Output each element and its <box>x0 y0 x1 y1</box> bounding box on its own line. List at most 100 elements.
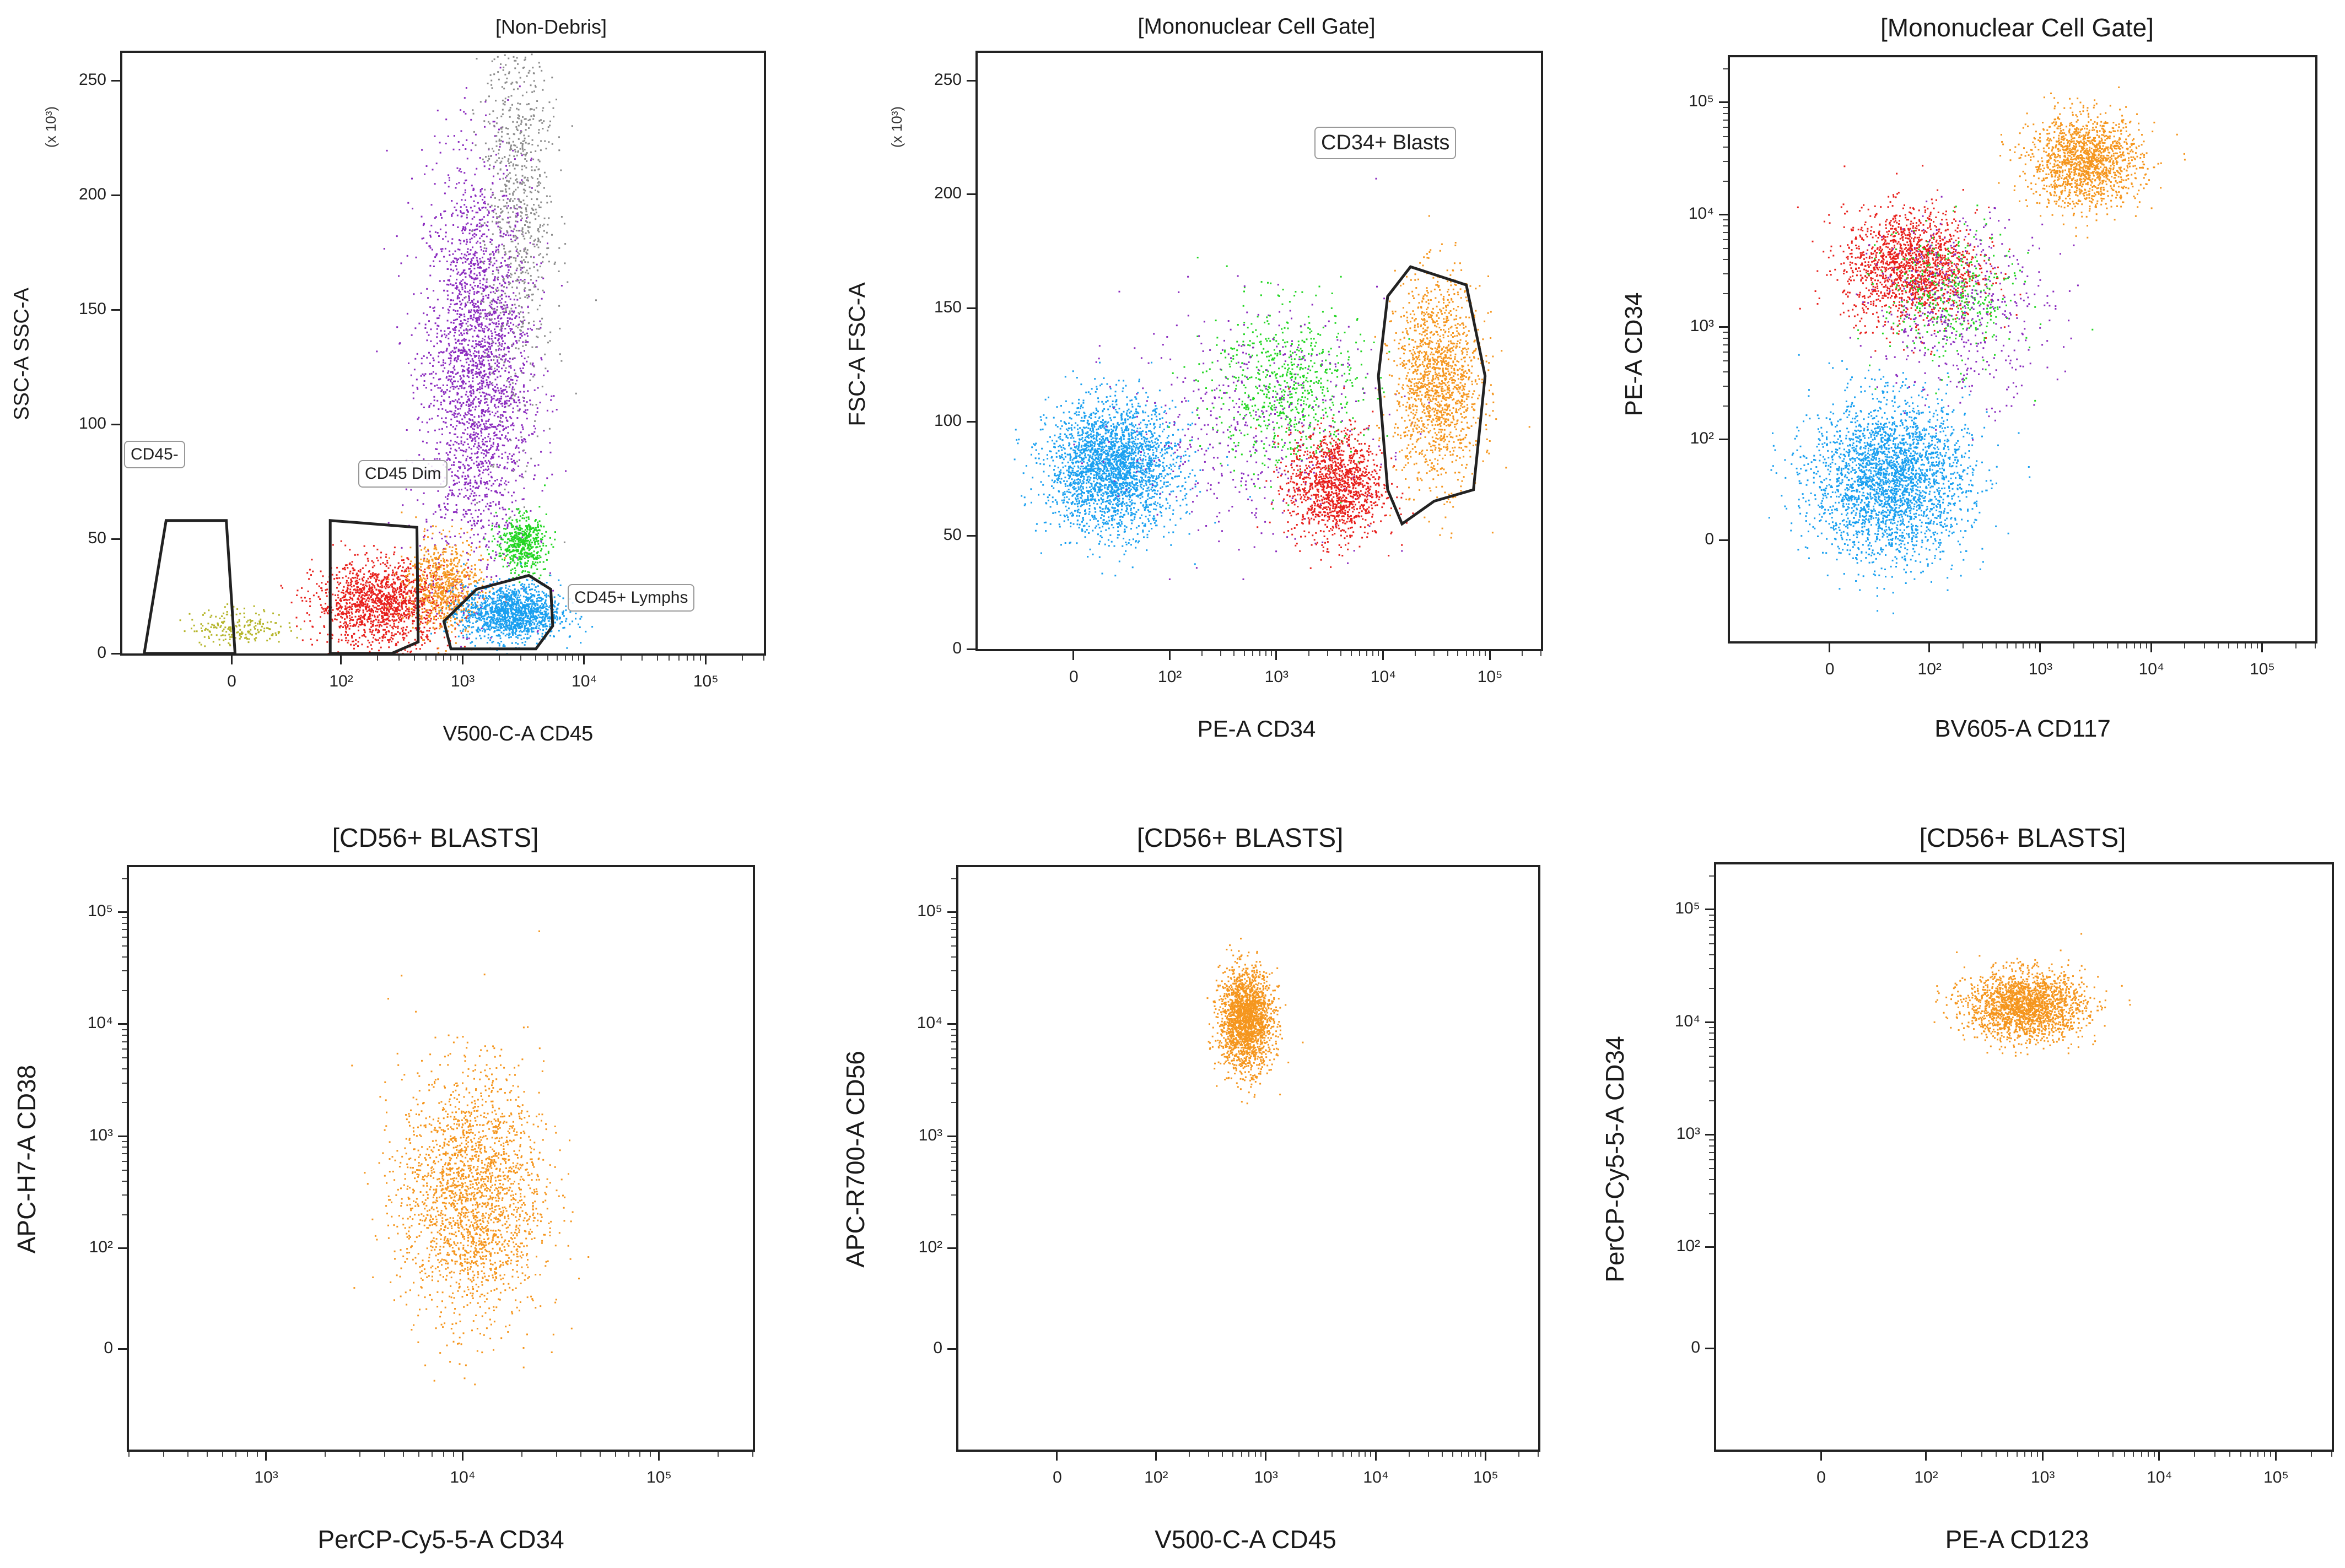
x-axis-label: PerCP-Cy5-5-A CD34 <box>317 1525 564 1554</box>
x-minor-tick <box>1327 651 1328 656</box>
x-minor-tick <box>377 656 379 661</box>
y-minor-tick <box>951 922 956 924</box>
data-points <box>465 53 597 555</box>
x-minor-tick <box>1480 1452 1481 1457</box>
scatter-svg <box>1206 938 1304 1105</box>
y-tick-mark <box>111 423 120 425</box>
y-tick-label: 10⁵ <box>1675 899 1700 918</box>
y-minor-tick <box>951 945 956 947</box>
x-minor-tick <box>1452 1452 1453 1457</box>
y-tick-mark <box>118 911 127 913</box>
x-minor-tick <box>2036 1452 2038 1457</box>
x-minor-tick <box>2256 644 2258 648</box>
gate-cd45-lymphs[interactable] <box>442 574 554 651</box>
plot-area <box>127 865 755 1452</box>
x-tick-label: 10² <box>1144 1468 1168 1486</box>
x-minor-tick <box>521 1452 522 1457</box>
gate-cd34-blasts[interactable] <box>1377 265 1487 526</box>
y-tick-label: 10⁵ <box>1689 92 1714 111</box>
x-minor-tick <box>2112 1452 2114 1457</box>
x-minor-tick <box>2141 1452 2142 1457</box>
x-minor-tick <box>1340 651 1341 656</box>
chart-title: [CD56+ BLASTS] <box>1919 824 2126 853</box>
y-minor-tick <box>1709 1145 1714 1147</box>
x-minor-tick <box>1298 1452 1300 1457</box>
x-tick-label: 10³ <box>450 672 475 690</box>
y-minor-tick <box>1723 68 1728 69</box>
data-points <box>484 484 556 583</box>
y-minor-tick <box>122 1147 127 1148</box>
y-axis-label: APC-H7-A CD38 <box>12 1064 41 1254</box>
y-tick-label: 0 <box>1705 530 1714 549</box>
x-minor-tick <box>520 656 521 661</box>
y-minor-tick <box>951 1034 956 1036</box>
x-tick-mark <box>2261 644 2263 652</box>
x-minor-tick <box>2007 1452 2008 1457</box>
y-minor-tick <box>951 1169 956 1171</box>
x-tick-mark <box>1155 1452 1157 1461</box>
y-minor-tick <box>1709 1046 1714 1048</box>
x-minor-tick <box>1996 644 1997 648</box>
gate-cd45-[interactable] <box>143 519 237 653</box>
series-lymphocytes <box>1768 311 2031 614</box>
series-granulocytes <box>376 67 567 648</box>
y-scale-note: (x 10³) <box>42 106 60 148</box>
x-minor-tick <box>2315 644 2316 648</box>
y-minor-tick <box>1709 1056 1714 1057</box>
series-cd34-cd117-blasts <box>1998 86 2186 239</box>
x-tick-label: 10³ <box>2028 660 2053 678</box>
x-minor-tick <box>325 1452 326 1457</box>
gate-cd45-dim[interactable] <box>328 518 420 653</box>
chart-title: [Non-Debris] <box>495 15 607 38</box>
chart-title: [Mononuclear Cell Gate] <box>1880 13 2154 42</box>
scatter-svg <box>143 53 597 653</box>
y-minor-tick <box>951 878 956 879</box>
y-tick-label: 10³ <box>918 1126 942 1144</box>
y-minor-tick <box>122 945 127 947</box>
y-tick-mark <box>1719 539 1728 542</box>
x-minor-tick <box>432 1452 433 1457</box>
x-tick-label: 10⁵ <box>1477 668 1503 686</box>
y-minor-tick <box>1709 1080 1714 1082</box>
y-minor-tick <box>951 970 956 972</box>
data-points <box>1014 361 1251 577</box>
series-mixed-purple <box>1073 177 1430 580</box>
y-minor-tick <box>1723 293 1728 294</box>
y-tick-mark <box>967 193 975 196</box>
y-axis-label: PerCP-Cy5-5-A CD34 <box>1600 1036 1629 1283</box>
y-minor-tick <box>122 1140 127 1142</box>
x-tick-label: 10³ <box>1264 668 1289 686</box>
x-minor-tick <box>2153 1452 2155 1457</box>
x-minor-tick <box>1233 651 1235 656</box>
y-tick-label: 10² <box>1676 1237 1700 1256</box>
y-tick-mark <box>947 911 956 913</box>
y-axis-label: PE-A CD34 <box>1620 292 1647 417</box>
y-tick-label: 10³ <box>1676 1124 1700 1143</box>
x-minor-tick <box>1960 1452 1962 1457</box>
x-tick-mark <box>1484 1452 1486 1461</box>
x-minor-tick <box>2257 1452 2259 1457</box>
y-minor-tick <box>122 1102 127 1104</box>
y-minor-tick <box>1723 225 1728 226</box>
x-minor-tick <box>1350 651 1352 656</box>
x-minor-tick <box>1473 651 1474 656</box>
x-minor-tick <box>1518 1452 1519 1457</box>
data-points <box>179 603 302 647</box>
x-minor-tick <box>2098 1452 2099 1457</box>
x-minor-tick <box>2133 1452 2134 1457</box>
y-tick-label: 10⁴ <box>917 1014 942 1032</box>
x-tick-label: 0 <box>1816 1468 1826 1486</box>
x-minor-tick <box>686 656 688 661</box>
y-tick-label: 10⁴ <box>1688 204 1714 223</box>
y-minor-tick <box>951 1153 956 1155</box>
data-points <box>1933 933 2131 1057</box>
x-minor-tick <box>2331 1452 2332 1457</box>
y-tick-label: 250 <box>78 70 106 89</box>
x-minor-tick <box>1248 1452 1250 1457</box>
x-minor-tick <box>2237 644 2239 648</box>
y-tick-label: 10² <box>89 1237 113 1256</box>
x-tick-label: 10⁴ <box>2147 1468 2173 1486</box>
x-minor-tick <box>443 656 445 661</box>
chart-title: [CD56+ BLASTS] <box>332 824 539 853</box>
x-tick-mark <box>704 656 707 664</box>
